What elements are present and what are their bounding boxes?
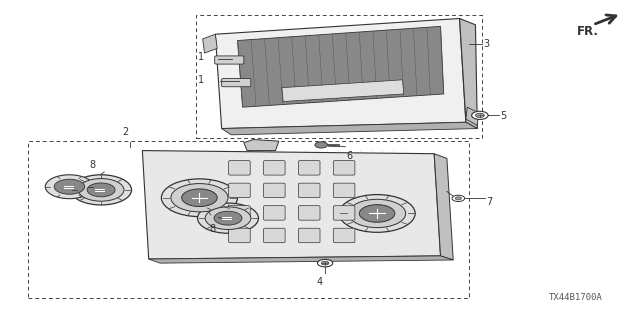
FancyBboxPatch shape xyxy=(214,56,244,64)
Circle shape xyxy=(349,199,406,228)
FancyBboxPatch shape xyxy=(298,183,320,198)
Polygon shape xyxy=(434,154,453,260)
Polygon shape xyxy=(221,122,477,135)
Circle shape xyxy=(87,183,115,197)
Text: 2: 2 xyxy=(123,127,129,137)
FancyBboxPatch shape xyxy=(228,206,250,220)
Polygon shape xyxy=(282,80,404,101)
Circle shape xyxy=(214,211,242,225)
Text: 3: 3 xyxy=(484,39,490,49)
Text: 7: 7 xyxy=(486,196,492,206)
FancyBboxPatch shape xyxy=(333,161,355,175)
Polygon shape xyxy=(466,107,479,125)
FancyBboxPatch shape xyxy=(298,228,320,243)
Circle shape xyxy=(205,207,251,229)
Circle shape xyxy=(45,175,93,199)
Text: 8: 8 xyxy=(90,160,96,170)
Text: 1: 1 xyxy=(198,52,205,62)
Circle shape xyxy=(161,179,237,217)
Circle shape xyxy=(452,195,465,202)
Circle shape xyxy=(359,205,395,222)
Polygon shape xyxy=(142,151,440,259)
FancyBboxPatch shape xyxy=(298,161,320,175)
Bar xyxy=(196,15,482,138)
Circle shape xyxy=(315,142,328,148)
FancyBboxPatch shape xyxy=(264,183,285,198)
FancyBboxPatch shape xyxy=(333,183,355,198)
Polygon shape xyxy=(244,140,279,151)
FancyBboxPatch shape xyxy=(264,161,285,175)
Circle shape xyxy=(182,189,217,206)
Polygon shape xyxy=(148,256,453,263)
FancyBboxPatch shape xyxy=(298,206,320,220)
Polygon shape xyxy=(460,19,477,129)
Text: 1: 1 xyxy=(198,75,205,85)
Circle shape xyxy=(476,113,484,117)
Circle shape xyxy=(472,111,488,119)
Text: FR.: FR. xyxy=(577,25,599,38)
FancyBboxPatch shape xyxy=(264,206,285,220)
Circle shape xyxy=(339,195,415,232)
FancyBboxPatch shape xyxy=(228,161,250,175)
FancyBboxPatch shape xyxy=(264,228,285,243)
Circle shape xyxy=(317,260,333,267)
Circle shape xyxy=(198,203,259,233)
Bar xyxy=(28,141,469,298)
Polygon shape xyxy=(203,34,217,53)
Text: 5: 5 xyxy=(500,111,506,121)
Bar xyxy=(328,144,339,146)
Text: TX44B1700A: TX44B1700A xyxy=(548,293,602,302)
FancyBboxPatch shape xyxy=(228,183,250,198)
Circle shape xyxy=(78,179,124,201)
Circle shape xyxy=(70,175,132,205)
FancyBboxPatch shape xyxy=(228,228,250,243)
Circle shape xyxy=(321,261,329,265)
Text: 6: 6 xyxy=(347,151,353,161)
Circle shape xyxy=(54,179,84,194)
FancyBboxPatch shape xyxy=(221,78,251,87)
FancyBboxPatch shape xyxy=(333,206,355,220)
Text: 4: 4 xyxy=(317,277,323,287)
Polygon shape xyxy=(237,26,444,107)
FancyBboxPatch shape xyxy=(333,228,355,243)
Circle shape xyxy=(171,184,228,212)
Text: 8: 8 xyxy=(209,223,215,234)
Circle shape xyxy=(455,197,461,200)
Polygon shape xyxy=(215,19,466,129)
